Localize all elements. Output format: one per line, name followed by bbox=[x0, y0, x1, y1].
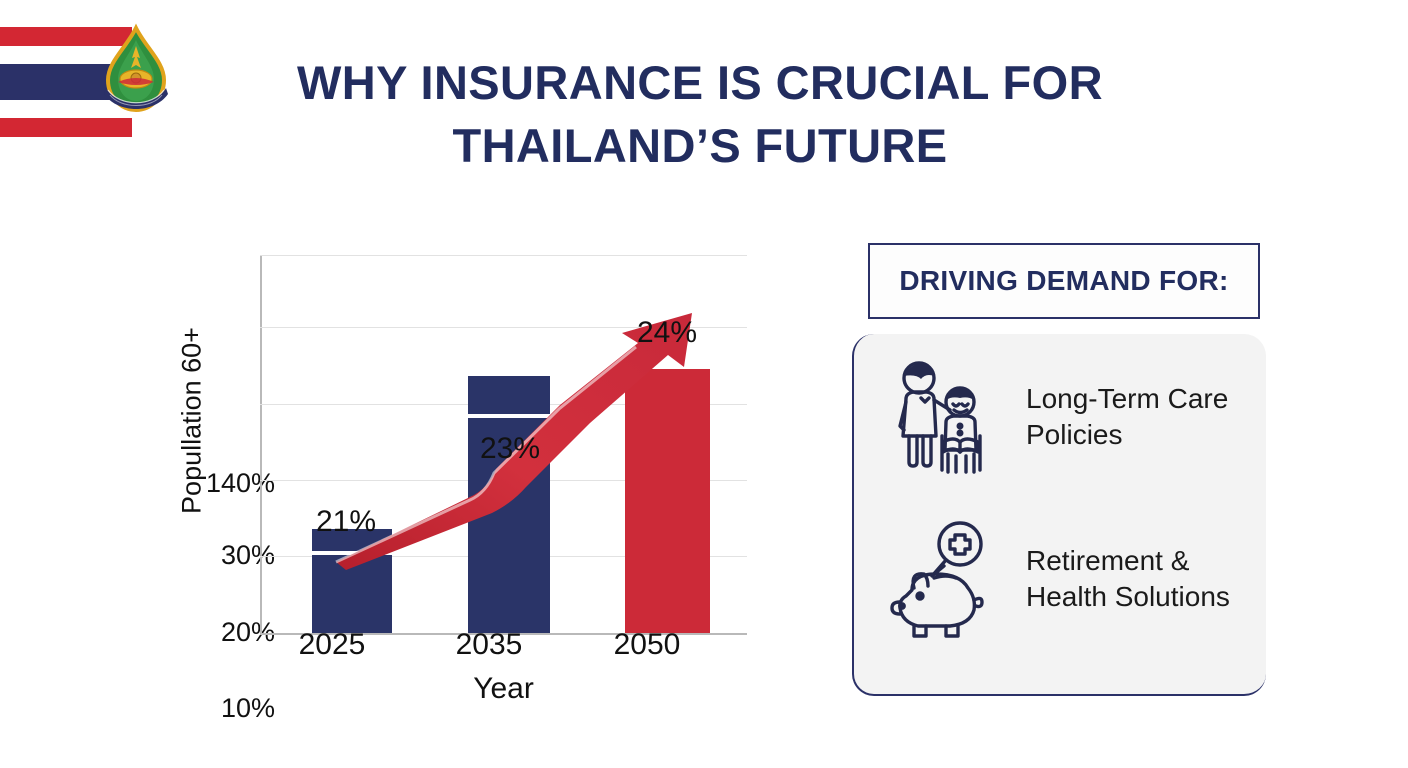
bar-2035-cap[interactable] bbox=[468, 376, 550, 414]
flag-stripe-red-bottom bbox=[0, 118, 132, 137]
piggy-bank-health-icon bbox=[890, 521, 984, 638]
flag-stripe-white-top bbox=[0, 46, 132, 64]
demand-item-label-0: Long-Term Care Policies bbox=[1026, 383, 1229, 450]
chart-x-tick-2050: 2050 bbox=[613, 628, 681, 661]
chart-gridline-140 bbox=[260, 255, 747, 256]
driving-demand-header: DRIVING DEMAND FOR: bbox=[868, 243, 1260, 319]
caregiver-elderly-icon bbox=[898, 361, 982, 474]
flag-stripe-white-bottom bbox=[0, 100, 132, 118]
flag-stripe-red-top bbox=[0, 27, 132, 46]
bar-label-2050: 24% bbox=[637, 316, 698, 349]
driving-demand-header-label: DRIVING DEMAND FOR: bbox=[899, 265, 1229, 296]
bar-2025[interactable] bbox=[312, 555, 392, 633]
chart-y-axis-title: Popullation 60+ bbox=[176, 327, 207, 514]
bar-2050[interactable] bbox=[625, 369, 710, 633]
chart-y-tick-3: 10% bbox=[220, 693, 275, 723]
chart-y-tick-0: 140% bbox=[205, 468, 275, 498]
thai-ministry-emblem-icon bbox=[104, 23, 168, 113]
chart-y-axis-line bbox=[260, 255, 262, 635]
bar-label-2035: 23% bbox=[480, 432, 541, 465]
chart-x-axis-title: Year bbox=[473, 672, 534, 705]
demand-item-long-term-care[interactable]: Long-Term Care Policies bbox=[888, 354, 1266, 480]
chart-x-tick-2025: 2025 bbox=[298, 628, 366, 661]
chart-y-tick-2: 20% bbox=[220, 617, 275, 647]
population-bar-chart: Popullation 60+ 140% 30% 20% 10% 1% 0 bbox=[140, 230, 780, 730]
chart-x-tick-2035: 2035 bbox=[455, 628, 523, 661]
demand-item-label-1: Retirement & Health Solutions bbox=[1026, 545, 1230, 612]
demand-item-retirement-health[interactable]: Retirement & Health Solutions bbox=[888, 516, 1266, 642]
page-title-line-2: THAILAND’S FUTURE bbox=[452, 118, 948, 172]
chart-y-tick-1: 30% bbox=[220, 540, 275, 570]
driving-demand-card: Long-Term Care Policies bbox=[852, 334, 1266, 696]
chart-x-axis-line bbox=[260, 633, 747, 635]
page-title: WHY INSURANCE IS CRUCIAL FOR THAILAND’S … bbox=[250, 52, 1150, 177]
page-title-line-1: WHY INSURANCE IS CRUCIAL FOR bbox=[297, 56, 1103, 109]
bar-label-2025: 21% bbox=[316, 505, 377, 538]
